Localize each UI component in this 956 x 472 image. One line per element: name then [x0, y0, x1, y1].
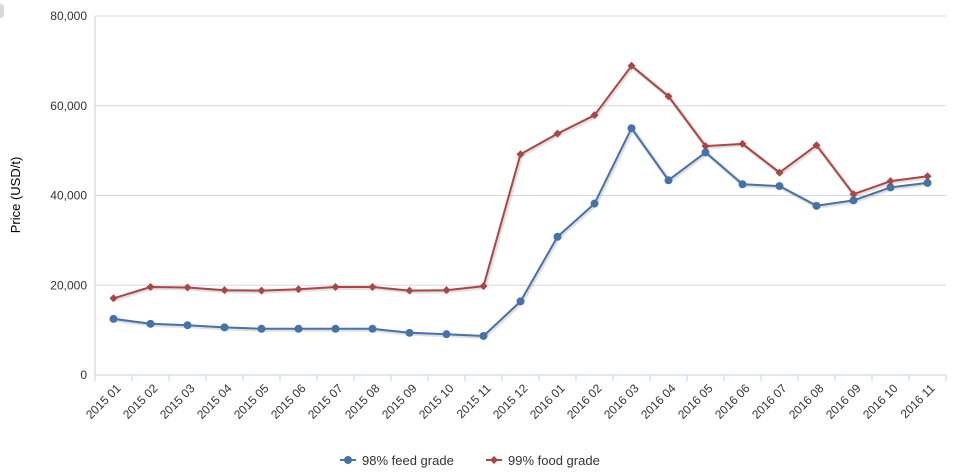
series-0-point	[923, 178, 932, 187]
series-0-point	[109, 314, 118, 323]
series-1-point	[331, 283, 340, 292]
series-1-point	[109, 294, 118, 303]
series-1-point	[701, 142, 710, 151]
x-tick-label: 2016 01	[527, 381, 568, 422]
x-tick-label: 2016 03	[601, 381, 642, 422]
x-tick-label: 2016 09	[823, 381, 864, 422]
series-0-point	[849, 196, 858, 205]
series-1-point	[590, 111, 599, 120]
x-tick-label: 2015 01	[83, 381, 124, 422]
y-tick-labels: 0 20,000 40,000 60,000 80,000	[50, 9, 87, 382]
x-tick-label: 2015 05	[231, 381, 272, 422]
x-tick-label: 2016 07	[749, 381, 790, 422]
x-tick-label: 2016 10	[860, 381, 901, 422]
series-0-point	[701, 148, 710, 157]
x-tick-label: 2015 12	[490, 381, 531, 422]
grid-lines	[94, 15, 946, 376]
series-0-point	[294, 324, 303, 333]
series-0-point	[442, 330, 451, 339]
y-tick-label: 40,000	[50, 189, 87, 203]
series-0-point	[257, 324, 266, 333]
legend-label: 99% food grade	[508, 453, 600, 468]
series-1-point	[368, 283, 377, 292]
series-1-point	[886, 177, 895, 186]
x-tick-label: 2016 06	[712, 381, 753, 422]
series-0-point	[886, 183, 895, 192]
series-1-point	[923, 172, 932, 181]
legend[interactable]: 98% feed grade 99% food grade	[340, 453, 600, 468]
series-0-point	[516, 297, 525, 306]
series-0-point	[220, 323, 229, 332]
series-0-point	[368, 324, 377, 333]
series-0-point	[479, 331, 488, 340]
legend-item-1[interactable]: 99% food grade	[486, 453, 600, 468]
series-1-point	[849, 190, 858, 199]
x-tick-label: 2016 08	[786, 381, 827, 422]
series-1-point	[738, 139, 747, 148]
x-tick-label: 2015 06	[268, 381, 309, 422]
series-1-point	[516, 150, 525, 159]
series-0-point	[553, 232, 562, 241]
x-tick-label: 2016 11	[898, 381, 938, 421]
series-0-point	[590, 199, 599, 208]
series-0-point	[331, 324, 340, 333]
series-0-point	[738, 180, 747, 189]
legend-item-0[interactable]: 98% feed grade	[340, 453, 454, 468]
series-0-point	[146, 319, 155, 328]
series-1-point	[775, 168, 784, 177]
series-1-point	[479, 282, 488, 291]
series-1-point	[183, 283, 192, 292]
y-axis-label: Price (USD/t)	[8, 157, 23, 234]
series-0-point	[183, 321, 192, 330]
series-0-point	[812, 201, 821, 210]
series-1-point	[442, 286, 451, 295]
corner-tab	[0, 4, 4, 18]
x-tick-label: 2015 08	[342, 381, 383, 422]
series-0-point	[775, 182, 784, 191]
x-tick-label: 2016 02	[564, 381, 605, 422]
series-0-point	[664, 176, 673, 185]
series-1-point	[257, 286, 266, 295]
x-tick-label: 2015 10	[416, 381, 457, 422]
x-tick-label: 2015 09	[379, 381, 420, 422]
series-1-point	[664, 92, 673, 101]
series-1-point	[812, 141, 821, 150]
x-tick-label: 2015 03	[157, 381, 198, 422]
series-layer	[109, 61, 932, 340]
y-tick-label: 80,000	[50, 9, 87, 23]
x-tick-label: 2015 04	[194, 381, 235, 422]
series-1-point	[220, 286, 229, 295]
series-0-point	[627, 124, 636, 133]
x-tick-label: 2016 05	[675, 381, 716, 422]
series-1-line	[113, 64, 928, 300]
series-1-point	[627, 61, 636, 70]
series-1-point	[405, 286, 414, 295]
legend-marker	[490, 456, 498, 464]
y-tick-label: 60,000	[50, 99, 87, 113]
x-tick-label: 2015 11	[454, 381, 494, 421]
x-tick-label: 2015 02	[120, 381, 161, 422]
legend-marker	[344, 456, 352, 464]
series-1-point	[294, 285, 303, 294]
x-tick-label: 2016 04	[638, 381, 679, 422]
x-tick-label: 2015 07	[305, 381, 346, 422]
legend-label: 98% feed grade	[362, 453, 454, 468]
series-1-point	[146, 283, 155, 292]
y-tick-label: 0	[80, 368, 87, 382]
series-1-shadow	[113, 64, 929, 302]
y-tick-label: 20,000	[50, 278, 87, 292]
series-0-point	[405, 328, 414, 337]
series-1-point	[553, 129, 562, 138]
